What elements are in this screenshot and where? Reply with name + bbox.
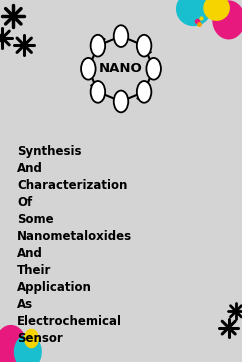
Text: NANO: NANO (99, 62, 143, 75)
Circle shape (114, 90, 128, 112)
Text: Of: Of (17, 196, 32, 209)
Circle shape (81, 58, 96, 80)
Text: Nanometaloxides: Nanometaloxides (17, 230, 132, 243)
Text: Synthesis: Synthesis (17, 145, 82, 158)
Polygon shape (25, 329, 38, 348)
Text: Sensor: Sensor (17, 332, 63, 345)
Text: Their: Their (17, 264, 51, 277)
Text: And: And (17, 247, 43, 260)
Circle shape (91, 81, 105, 103)
Polygon shape (15, 335, 41, 362)
Polygon shape (213, 1, 242, 39)
Text: Application: Application (17, 281, 92, 294)
Text: Electrochemical: Electrochemical (17, 315, 122, 328)
Text: Characterization: Characterization (17, 179, 127, 192)
Polygon shape (0, 326, 27, 362)
Text: Some: Some (17, 213, 53, 226)
Polygon shape (204, 0, 229, 20)
Circle shape (91, 35, 105, 56)
Text: And: And (17, 162, 43, 175)
Polygon shape (177, 0, 211, 25)
Circle shape (137, 81, 151, 103)
Text: As: As (17, 298, 33, 311)
Circle shape (137, 35, 151, 56)
Circle shape (146, 58, 161, 80)
Circle shape (114, 25, 128, 47)
